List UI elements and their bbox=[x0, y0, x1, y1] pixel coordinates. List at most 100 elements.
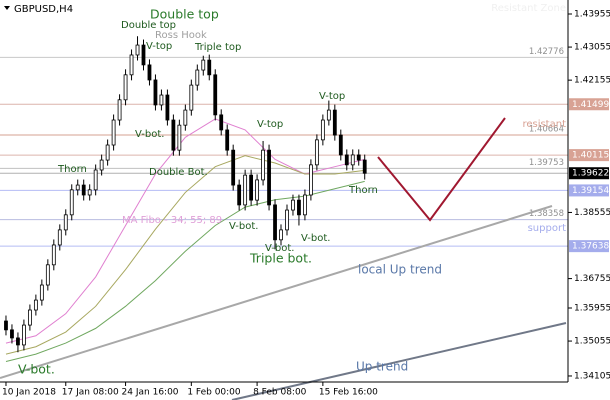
annotation: MA Fibo - 34; 55; 89 bbox=[122, 215, 222, 226]
y-tick-label: 1.43955 bbox=[574, 10, 610, 20]
candle-body bbox=[123, 74, 128, 101]
level-box bbox=[569, 98, 609, 111]
y-tick-label: 1.42155 bbox=[574, 76, 610, 86]
candle-body bbox=[332, 109, 337, 136]
candle-body bbox=[225, 129, 230, 151]
candle-body bbox=[356, 154, 361, 161]
candle-body bbox=[243, 174, 248, 206]
x-tick-label: 17 Jan 08:00 bbox=[62, 388, 119, 398]
candle-body bbox=[39, 284, 44, 301]
annotation: Triple bot. bbox=[249, 251, 312, 266]
candle-body bbox=[231, 149, 236, 186]
candle-body bbox=[320, 119, 325, 141]
x-tick-label: 8 Feb 08:00 bbox=[253, 388, 307, 398]
candle-body bbox=[75, 184, 80, 191]
candle-body bbox=[261, 149, 265, 181]
annotation: resistant bbox=[522, 119, 566, 130]
candle-body bbox=[165, 94, 170, 121]
x-tick-label: 10 Jan 2018 bbox=[2, 388, 56, 398]
candle-body bbox=[285, 209, 289, 231]
title-icon bbox=[4, 6, 10, 10]
candle-body bbox=[69, 189, 74, 216]
local-uptrend-line bbox=[0, 205, 553, 379]
candle-body bbox=[27, 309, 32, 326]
level-label: 1.38358 bbox=[529, 209, 564, 219]
annotation: Ross Hook bbox=[155, 30, 207, 41]
x-tick-label: 15 Feb 16:00 bbox=[319, 388, 378, 398]
candle-body bbox=[51, 244, 56, 266]
candles bbox=[4, 36, 367, 353]
annotation: Double top bbox=[121, 20, 176, 31]
candle-body bbox=[33, 299, 38, 311]
level-label: 1.41499 bbox=[572, 100, 609, 110]
levels: 1.42776 1.40664 1.39753 1.38358 bbox=[0, 47, 568, 247]
candle-body bbox=[93, 169, 98, 191]
candle-body bbox=[362, 159, 367, 174]
candle-body bbox=[338, 134, 343, 156]
annotation: Up trend bbox=[356, 360, 408, 374]
chart-title: GBPUSD,H4 bbox=[14, 4, 73, 15]
candle-body bbox=[309, 164, 313, 196]
y-tick-label: 1.35055 bbox=[574, 337, 610, 347]
candle-body bbox=[129, 54, 134, 76]
candle-body bbox=[159, 94, 164, 106]
candle-body bbox=[297, 199, 301, 216]
annotation: V-bot. bbox=[301, 233, 330, 244]
annotation: V-top bbox=[146, 41, 172, 52]
candle-body bbox=[117, 99, 122, 121]
annotation: Thorn bbox=[348, 185, 378, 196]
x-tick-label: 1 Feb 00:00 bbox=[187, 388, 241, 398]
level-label: 1.39154 bbox=[572, 186, 609, 196]
candle-body bbox=[147, 64, 152, 81]
candle-body bbox=[22, 324, 26, 346]
candle-body bbox=[201, 59, 206, 71]
candle-body bbox=[344, 154, 349, 166]
annotation: local Up trend bbox=[358, 263, 442, 277]
candle-body bbox=[16, 337, 20, 346]
trend-lines bbox=[0, 117, 567, 400]
y-tick-label: 1.43055 bbox=[574, 43, 610, 53]
candle-body bbox=[267, 149, 271, 206]
candle-body bbox=[303, 194, 307, 216]
candle-body bbox=[99, 159, 104, 171]
candle-body bbox=[105, 144, 110, 161]
annotation: V-bot. bbox=[265, 243, 294, 254]
candle-body bbox=[63, 214, 68, 231]
candle-body bbox=[141, 44, 146, 66]
candle-body bbox=[153, 79, 158, 106]
y-tick-label: 1.34105 bbox=[574, 371, 610, 381]
candle-body bbox=[326, 109, 331, 121]
candle-body bbox=[87, 189, 92, 196]
annotation: V-bot. bbox=[135, 129, 164, 140]
candle-body bbox=[183, 109, 188, 126]
level-label: 1.40115 bbox=[572, 151, 609, 161]
y-tick-label: 1.38555 bbox=[574, 208, 610, 218]
candle-body bbox=[255, 179, 259, 201]
level-label: 1.39753 bbox=[529, 158, 564, 168]
annotation: V-bot. bbox=[229, 221, 258, 232]
annotation: Double top bbox=[150, 7, 219, 22]
annotation: Triple top bbox=[194, 42, 241, 53]
candle-body bbox=[135, 44, 140, 56]
candle-body bbox=[10, 329, 14, 339]
annotation: support bbox=[528, 223, 566, 234]
candle-body bbox=[219, 114, 224, 131]
forecast-v bbox=[377, 117, 506, 222]
annotations: Double top Double top V-top Ross Hook Tr… bbox=[18, 3, 566, 377]
last-price-box bbox=[569, 167, 609, 180]
candle-body bbox=[249, 174, 254, 201]
annotation: Resistant Zone bbox=[491, 3, 566, 14]
level-label: 1.37638 bbox=[572, 242, 609, 252]
level-box bbox=[569, 184, 609, 197]
annotation: Double Bot. bbox=[149, 167, 208, 178]
annotation: Thorn bbox=[57, 164, 87, 175]
y-tick-label: 1.36755 bbox=[574, 274, 610, 284]
candle-body bbox=[189, 84, 194, 111]
candle-body bbox=[45, 264, 50, 286]
candle-body bbox=[291, 199, 295, 211]
candle-body bbox=[273, 204, 277, 241]
candle-body bbox=[195, 69, 200, 86]
last-price-label: 1.39622 bbox=[572, 169, 609, 179]
level-box bbox=[569, 149, 609, 162]
